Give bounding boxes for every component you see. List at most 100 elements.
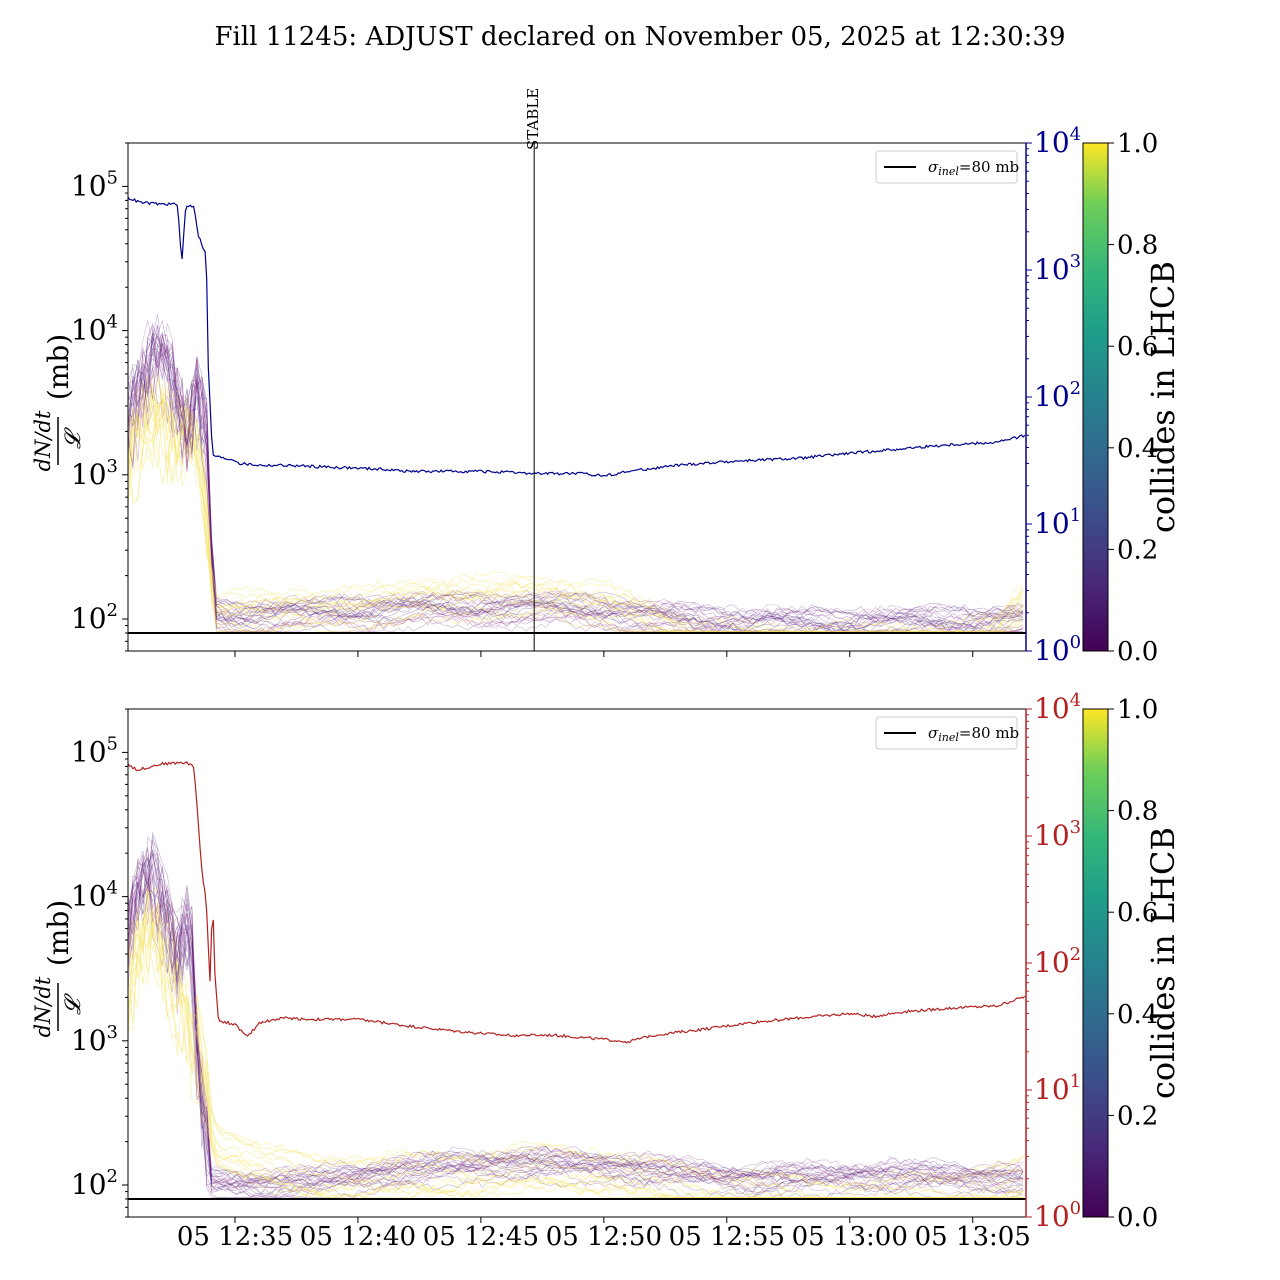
- colorbar-tick-label: 0.2: [1117, 1101, 1158, 1131]
- x-tick-label: 05 13:05: [915, 1222, 1031, 1252]
- left-y-tick-label: 102: [71, 1166, 118, 1201]
- bunch-trace: [128, 856, 1024, 1198]
- colorbar: 0.0 0.2 0.4 0.6 0.8 1.0 collides in LHCB: [1082, 129, 1182, 667]
- bunch-trace: [128, 319, 1024, 630]
- bunch-trace: [128, 887, 1024, 1190]
- legend: σinel=80 mb: [875, 150, 1019, 184]
- right-y-tick-label: 102: [1034, 378, 1081, 413]
- right-y-axis: 100 101 102 103 104: [1025, 690, 1081, 1233]
- bunch-trace: [128, 888, 1024, 1198]
- x-axis: 05 12:35 05 12:40 05 12:45 05 12:50 05 12:55…: [177, 1217, 1031, 1252]
- colorbar: 0.0 0.2 0.4 0.6 0.8 1.0 collides in LHCB: [1082, 695, 1182, 1233]
- bunch-trace: [128, 332, 1024, 632]
- bunch-trace: [128, 325, 1024, 632]
- bunch-traces-top: [128, 313, 1024, 632]
- bunch-trace: [128, 887, 1024, 1195]
- left-y-tick-label: 105: [71, 733, 118, 768]
- left-y-tick-label: 104: [71, 312, 118, 347]
- bunch-trace: [128, 337, 1024, 624]
- bunch-trace: [128, 850, 1024, 1188]
- bunch-trace: [128, 880, 1024, 1190]
- bunch-trace: [128, 335, 1024, 632]
- left-y-tick-label: 103: [71, 1022, 118, 1057]
- ylabel-numerator: dN/dt: [31, 410, 55, 471]
- colorbar-gradient: [1082, 142, 1109, 652]
- bunch-trace: [128, 926, 1024, 1199]
- bunch-trace: [128, 858, 1024, 1198]
- bunch-trace: [128, 850, 1024, 1186]
- x-tick-label: 05 12:55: [669, 1222, 785, 1252]
- bunch-trace: [128, 853, 1024, 1190]
- colorbar-tick-label: 1.0: [1117, 129, 1158, 159]
- bunch-trace: [128, 367, 1024, 632]
- bunch-trace: [128, 334, 1024, 632]
- bunch-trace: [128, 854, 1024, 1195]
- bunch-trace: [128, 377, 1024, 632]
- bunch-trace: [128, 387, 1024, 632]
- ylabel-unit: (mb): [42, 334, 75, 400]
- bunch-trace: [128, 908, 1024, 1198]
- bunch-trace: [128, 341, 1024, 624]
- bunch-trace: [128, 902, 1024, 1198]
- colorbar-tick-label: 1.0: [1117, 695, 1158, 725]
- bunch-trace: [128, 410, 1024, 632]
- bunch-trace: [128, 381, 1024, 632]
- colorbar-label: collides in LHCB: [1144, 261, 1182, 533]
- right-y-tick-label: 104: [1034, 124, 1081, 159]
- bunch-trace: [128, 328, 1024, 632]
- bunch-trace: [128, 851, 1024, 1187]
- left-y-tick-label: 102: [71, 600, 118, 635]
- ylabel-unit: (mb): [42, 900, 75, 966]
- bunch-trace: [128, 405, 1024, 632]
- bunch-trace: [128, 320, 1024, 622]
- right-y-tick-label: 101: [1034, 505, 1081, 540]
- bunch-trace: [128, 906, 1024, 1198]
- right-y-tick-label: 100: [1034, 632, 1081, 667]
- x-tick-label: 05 12:50: [546, 1222, 662, 1252]
- legend-label: σinel=80 mb: [928, 724, 1019, 744]
- rate-series-line-bottom: [128, 761, 1026, 1044]
- ylabel-denominator: 𝓛: [61, 993, 86, 1015]
- bunch-trace: [128, 832, 1024, 1181]
- left-y-axis-label: dN/dt 𝓛 (mb): [31, 334, 86, 472]
- bunch-trace: [128, 348, 1024, 630]
- bunch-trace: [128, 323, 1024, 622]
- right-y-tick-label: 102: [1034, 944, 1081, 979]
- bunch-trace: [128, 912, 1024, 1198]
- bunch-trace: [128, 886, 1024, 1191]
- bunch-trace: [128, 387, 1024, 632]
- colorbar-tick-label: 0.8: [1117, 797, 1158, 827]
- bunch-trace: [128, 385, 1024, 632]
- bunch-trace: [128, 847, 1024, 1186]
- colorbar-tick-label: 0.4: [1117, 434, 1158, 464]
- bunch-trace: [128, 331, 1024, 632]
- bunch-trace: [128, 350, 1024, 632]
- plot-area-bottom: [128, 761, 1026, 1200]
- bunch-trace: [128, 882, 1024, 1198]
- colorbar-gradient: [1082, 708, 1109, 1218]
- colorbar-tick-label: 0.4: [1117, 1000, 1158, 1030]
- colorbar-tick-label: 0.6: [1117, 898, 1158, 928]
- figure-title: Fill 11245: ADJUST declared on November …: [214, 22, 1065, 52]
- left-y-tick-label: 104: [71, 878, 118, 913]
- bunch-traces-bottom: [128, 832, 1024, 1199]
- left-y-axis: 102 103 104 105: [71, 708, 128, 1218]
- right-y-tick-label: 100: [1034, 1198, 1081, 1233]
- bunch-trace: [128, 862, 1024, 1185]
- right-y-axis: 100 101 102 103 104: [1025, 124, 1081, 667]
- legend-box: [875, 150, 1018, 184]
- bunch-trace: [128, 374, 1024, 632]
- bunch-trace: [128, 383, 1024, 632]
- panel-top: STABLE 102 103 104 105 dN/dt 𝓛 (mb) 100 101 102 103…: [31, 88, 1182, 667]
- bunch-trace: [128, 338, 1024, 632]
- plot-area-top: [128, 196, 1026, 634]
- legend: σinel=80 mb: [875, 716, 1019, 750]
- bunch-trace: [128, 374, 1024, 632]
- right-y-tick-label: 103: [1034, 251, 1081, 286]
- colorbar-label: collides in LHCB: [1144, 827, 1182, 1099]
- bunch-trace: [128, 854, 1024, 1182]
- bunch-trace: [128, 397, 1024, 632]
- x-tick-label: 05 13:00: [792, 1222, 908, 1252]
- x-tick-label: 05 12:40: [300, 1222, 416, 1252]
- axes-frame: [127, 142, 1027, 652]
